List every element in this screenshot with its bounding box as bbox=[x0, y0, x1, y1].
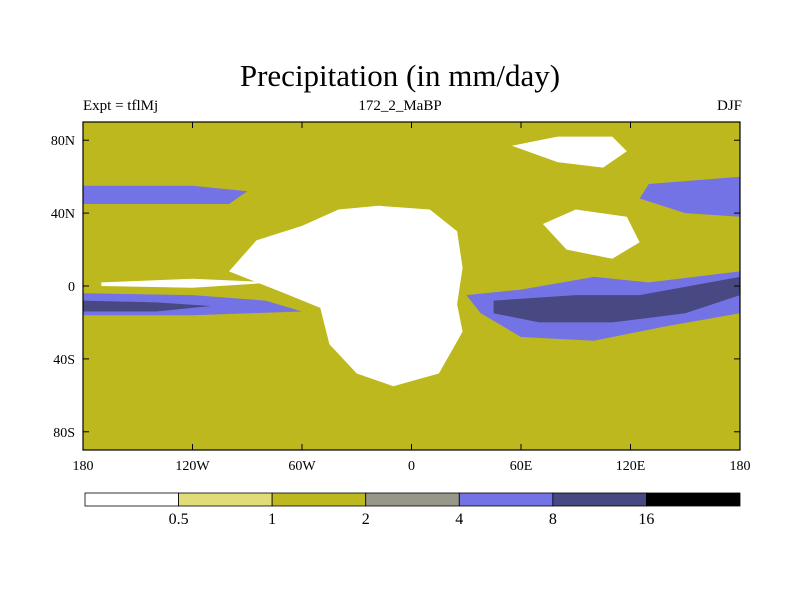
season-label: DJF bbox=[716, 98, 742, 114]
x-tick-label: 120W bbox=[175, 459, 210, 474]
x-axis: 180 120W 60W 0 60E 120E 180 bbox=[73, 122, 751, 474]
chart-title: Precipitation (in mm/day) bbox=[239, 58, 561, 93]
region-asia-interior-dry bbox=[542, 209, 640, 259]
colorbar-swatch bbox=[271, 492, 367, 507]
y-axis: 80N 40N 0 40S 80S bbox=[51, 134, 740, 441]
y-tick-label: 40S bbox=[53, 353, 75, 368]
experiment-label: Expt = tflMj bbox=[83, 98, 159, 114]
y-tick-label: 80S bbox=[53, 426, 75, 441]
colorbar-swatch bbox=[178, 492, 273, 507]
colorbar-label: 4 bbox=[455, 511, 463, 528]
y-tick-label: 80N bbox=[51, 134, 75, 149]
colorbar-label: 2 bbox=[362, 511, 370, 528]
colorbar-swatch bbox=[458, 492, 554, 507]
region-tethys-convergence-core bbox=[493, 276, 740, 323]
region-pacific-equator-dry-band bbox=[101, 278, 275, 288]
colorbar: 0.5 1 2 4 8 16 bbox=[84, 492, 741, 528]
x-tick-label: 180 bbox=[730, 459, 751, 474]
region-south-pacific-convergence-core bbox=[83, 300, 211, 312]
colorbar-label: 1 bbox=[268, 511, 276, 528]
x-tick-label: 60W bbox=[288, 459, 316, 474]
colorbar-label: 0.5 bbox=[169, 511, 189, 528]
region-north-pole-dry bbox=[511, 136, 627, 168]
time-label: 172_2_MaBP bbox=[358, 98, 442, 114]
y-tick-label: 40N bbox=[51, 207, 75, 222]
colorbar-swatch bbox=[552, 492, 647, 507]
x-tick-label: 0 bbox=[408, 459, 415, 474]
region-north-asia-storm-track bbox=[639, 176, 740, 217]
x-tick-label: 120E bbox=[616, 459, 646, 474]
map-field-layer bbox=[83, 122, 740, 450]
colorbar-label: 8 bbox=[549, 511, 557, 528]
colorbar-swatch bbox=[84, 492, 179, 507]
x-tick-label: 60E bbox=[510, 459, 533, 474]
colorbar-swatch bbox=[365, 492, 460, 507]
region-pangea-interior-dry bbox=[229, 205, 463, 387]
colorbar-swatch bbox=[646, 492, 741, 507]
x-tick-label: 180 bbox=[73, 459, 94, 474]
y-tick-label: 0 bbox=[68, 280, 75, 295]
region-northern-storm-track bbox=[83, 185, 248, 204]
colorbar-label: 16 bbox=[638, 511, 654, 528]
